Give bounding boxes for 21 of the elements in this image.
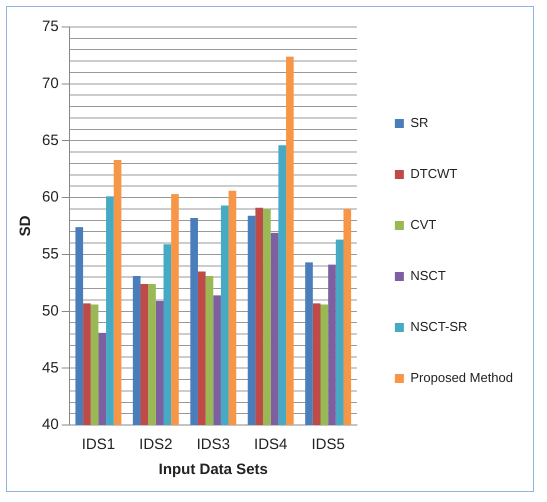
legend-label: NSCT-SR xyxy=(410,319,468,334)
y-tick-label: 50 xyxy=(42,302,59,320)
x-tick-label: IDS5 xyxy=(311,436,345,454)
y-tick-label: 60 xyxy=(42,188,59,206)
y-axis-title: SD xyxy=(17,215,34,236)
legend-label: Proposed Method xyxy=(410,370,513,386)
legend-label: NSCT xyxy=(410,268,446,284)
x-tick-label: IDS3 xyxy=(196,436,230,454)
y-tick-label: 40 xyxy=(42,416,59,434)
x-tick-label: IDS2 xyxy=(139,436,173,454)
x-axis-title: Input Data Sets xyxy=(158,461,268,478)
y-tick-label: 65 xyxy=(42,132,59,149)
x-tick-label: IDS4 xyxy=(254,436,288,454)
legend-label: CVT xyxy=(410,217,436,232)
y-tick-label: 75 xyxy=(42,18,59,36)
y-tick-label: 45 xyxy=(42,359,59,376)
x-tick-label: IDS1 xyxy=(82,436,116,454)
legend-label: SR xyxy=(410,115,428,130)
y-tick-label: 55 xyxy=(42,246,59,263)
y-tick-label: 70 xyxy=(42,75,59,92)
legend-label: DTCWT xyxy=(410,166,458,182)
